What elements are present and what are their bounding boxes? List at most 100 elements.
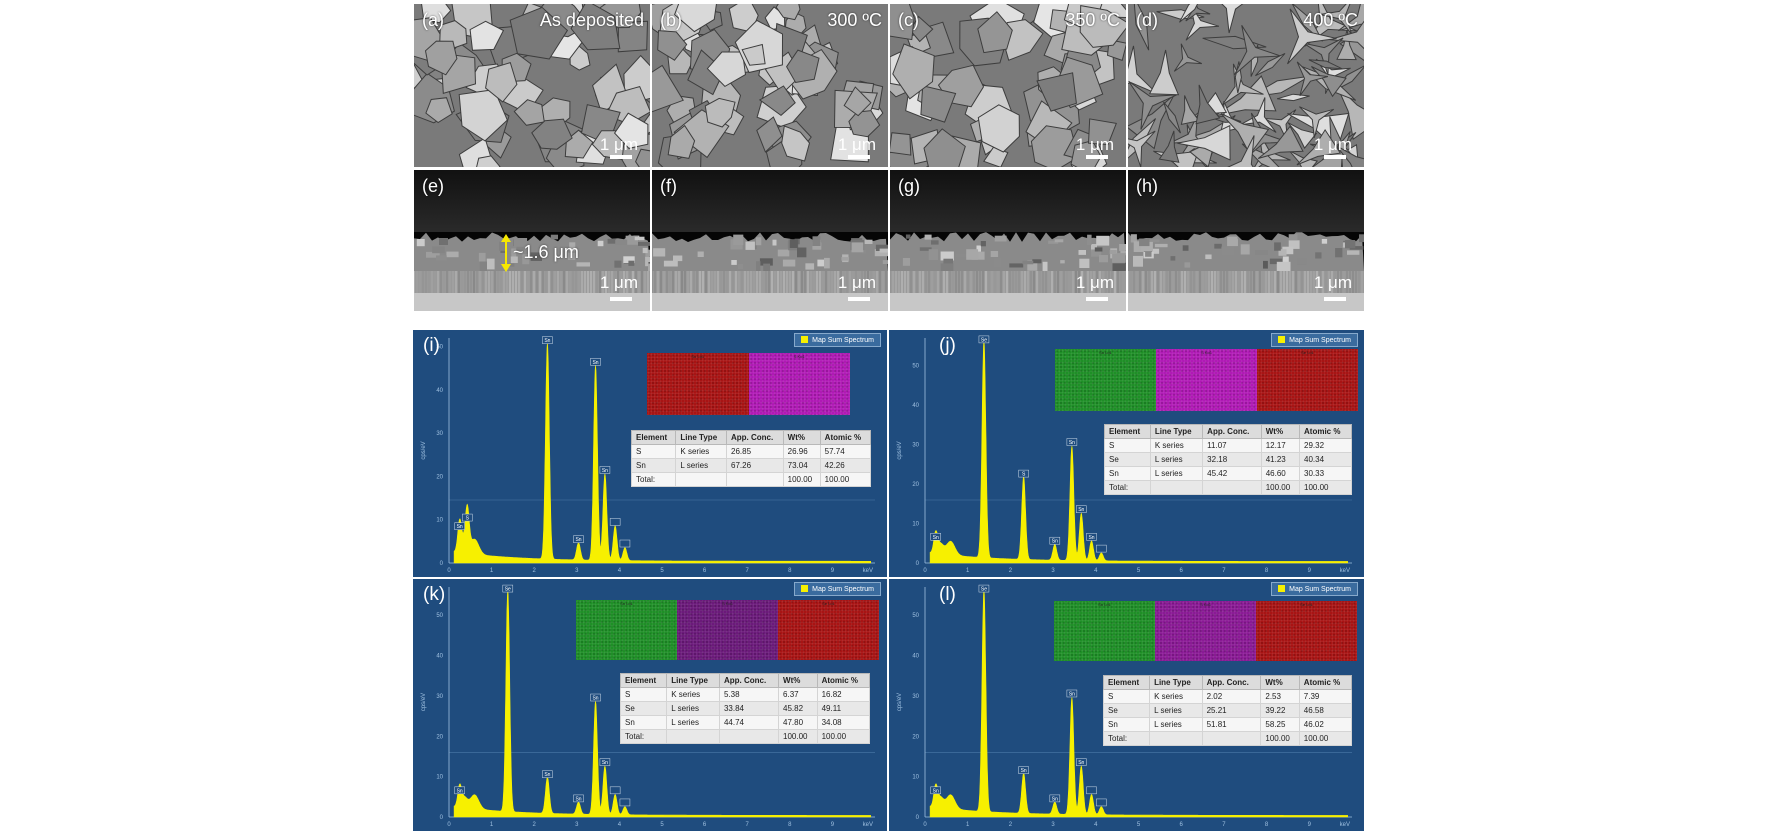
peak-marker-box bbox=[1096, 798, 1107, 807]
x-tick-label: 2 bbox=[1009, 568, 1013, 574]
peak-marker-label: Sn bbox=[575, 796, 581, 802]
y-tick-label: 30 bbox=[436, 694, 443, 700]
table-cell: S bbox=[630, 444, 677, 459]
x-tick-label: 5 bbox=[1137, 568, 1141, 574]
x-axis-label: keV bbox=[1340, 568, 1350, 574]
table-cell: Sn bbox=[630, 458, 677, 473]
element-map-title: Sn Lα1 bbox=[1098, 602, 1111, 607]
element-map-title: Se Lα1 bbox=[1300, 602, 1313, 607]
table-cell bbox=[666, 729, 720, 744]
table-header: App. Conc. bbox=[1202, 424, 1262, 439]
y-tick-label: 0 bbox=[916, 815, 920, 821]
table-cell: L series bbox=[1149, 466, 1204, 481]
table-cell: 100.00 bbox=[1260, 731, 1300, 746]
peak-marker-box bbox=[590, 693, 601, 702]
peak-marker-box bbox=[590, 358, 601, 366]
legend-text: Map Sum Spectrum bbox=[1289, 586, 1351, 593]
table-cell: 33.84 bbox=[718, 701, 780, 716]
peak-marker-label: Se bbox=[981, 337, 987, 343]
x-tick-label: 1 bbox=[966, 568, 970, 574]
table-cell: 39.22 bbox=[1260, 703, 1300, 718]
table-cell: 46.58 bbox=[1298, 703, 1353, 718]
table-cell: Sn bbox=[1104, 466, 1151, 481]
y-tick-label: 20 bbox=[912, 482, 919, 488]
table-cell: 11.07 bbox=[1202, 438, 1262, 453]
eds-panel-j: 0 10 20 30 40 50 0 1 2 3 4 5 6 7 8 9 keV cps/eV Sn Se S Sn Sn S… bbox=[889, 330, 1364, 577]
condition-label: 400 ºC bbox=[1303, 10, 1358, 30]
peak-marker-box bbox=[930, 786, 941, 795]
table-cell: 2.53 bbox=[1260, 689, 1300, 704]
legend-swatch bbox=[1278, 336, 1286, 343]
table-header: Wt% bbox=[1260, 424, 1301, 439]
table-cell: 34.08 bbox=[816, 715, 871, 730]
scale-bar bbox=[848, 297, 870, 301]
table-header: Line Type bbox=[666, 673, 720, 688]
table-cell: 49.11 bbox=[816, 701, 871, 716]
peak-marker-box bbox=[930, 533, 941, 541]
peak-marker-label: Sn bbox=[592, 360, 598, 366]
element-map-title: Sn Lα1 bbox=[691, 354, 705, 359]
composition-table: Element Line Type App. Conc. Wt% Atomic % S K … bbox=[619, 673, 871, 744]
table-row: Total: 100.00 100.00 bbox=[1102, 731, 1353, 746]
x-tick-label: 1 bbox=[490, 822, 494, 828]
panel-label: (l) bbox=[939, 584, 956, 605]
table-cell: 57.74 bbox=[819, 444, 872, 459]
spectrum-legend: Map Sum Spectrum bbox=[1271, 333, 1358, 347]
table-row: Sn L series 44.74 47.80 34.08 bbox=[619, 715, 871, 730]
table-header: Atomic % bbox=[1298, 675, 1353, 690]
table-header: Wt% bbox=[782, 430, 821, 445]
x-tick-label: 8 bbox=[1265, 822, 1269, 828]
peak-marker-box bbox=[1076, 758, 1087, 766]
sem-cross-texture bbox=[414, 170, 650, 311]
element-map: Sn Lα1 bbox=[647, 353, 749, 415]
legend-text: Map Sum Spectrum bbox=[812, 586, 874, 593]
element-map: Se Lα1 bbox=[1256, 601, 1357, 661]
panel-label: (a) bbox=[422, 10, 444, 30]
y-axis-label: cps/eV bbox=[421, 441, 427, 459]
x-tick-label: 5 bbox=[660, 822, 664, 828]
element-map-title: S Kα1 bbox=[793, 354, 805, 359]
condition-label: 300 ºC bbox=[827, 10, 882, 30]
y-tick-label: 20 bbox=[436, 734, 443, 740]
peak-marker-label: Sn bbox=[1052, 539, 1058, 545]
peak-marker-label: S bbox=[466, 516, 470, 522]
panel-label: (i) bbox=[423, 335, 440, 356]
sem-cross-g: (g) 1 μm bbox=[890, 170, 1126, 311]
x-axis-label: keV bbox=[863, 568, 873, 574]
spectrum-area bbox=[929, 589, 1349, 818]
element-map: S Kα1 bbox=[1155, 601, 1256, 661]
peak-marker-label: Se bbox=[981, 587, 987, 593]
peak-marker-box bbox=[502, 584, 514, 593]
x-tick-label: 8 bbox=[788, 822, 792, 828]
table-row: Se L series 25.21 39.22 46.58 bbox=[1102, 703, 1353, 718]
table-cell: Total: bbox=[1104, 480, 1151, 495]
scale-bar bbox=[1324, 297, 1346, 301]
table-cell: 100.00 bbox=[819, 472, 872, 487]
peak-marker-box bbox=[978, 584, 990, 593]
sem-top-d: (d) 400 ºC 1 μm bbox=[1128, 4, 1364, 167]
table-cell bbox=[1149, 480, 1204, 495]
peak-marker-label: Sn bbox=[1069, 691, 1075, 697]
table-cell: Total: bbox=[630, 472, 677, 487]
peak-marker-box bbox=[1096, 544, 1107, 553]
peak-marker-box bbox=[599, 758, 611, 766]
y-tick-label: 0 bbox=[440, 561, 444, 567]
table-header: Line Type bbox=[675, 430, 727, 445]
table-header: Line Type bbox=[1149, 424, 1204, 439]
peak-marker-box bbox=[609, 786, 621, 795]
peak-marker-label: Sn bbox=[544, 338, 550, 344]
peak-marker-box bbox=[619, 539, 631, 548]
peak-marker-box bbox=[1086, 786, 1097, 795]
peak-marker-box bbox=[1049, 794, 1061, 803]
table-row: Se L series 32.18 41.23 40.34 bbox=[1104, 452, 1352, 467]
table-header: Atomic % bbox=[816, 673, 871, 688]
x-tick-label: 8 bbox=[1265, 568, 1269, 574]
y-tick-label: 40 bbox=[436, 388, 443, 394]
sem-top-a: (a) As deposited 1 μm bbox=[414, 4, 650, 167]
table-cell: 100.00 bbox=[1260, 480, 1301, 495]
legend-swatch bbox=[801, 336, 809, 343]
panel-label: (k) bbox=[423, 584, 446, 605]
